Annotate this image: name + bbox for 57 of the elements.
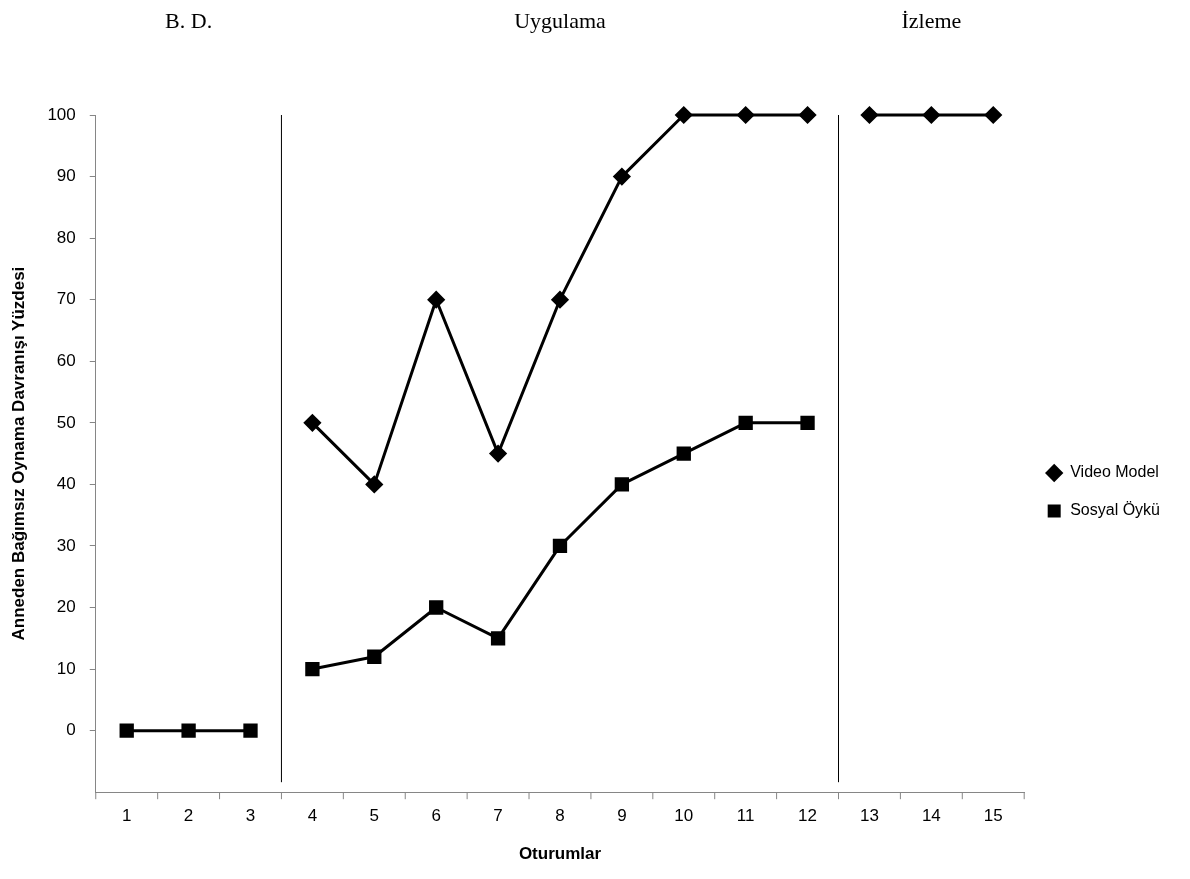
x-tick-label: 11 [736, 806, 755, 826]
point [119, 723, 134, 738]
x-tick-label: 9 [617, 806, 627, 826]
point [552, 538, 568, 554]
y-tick-label: 90 [56, 166, 76, 186]
y-tick-label: 50 [56, 412, 76, 432]
point [737, 106, 755, 124]
x-tick-label: 1 [121, 806, 132, 826]
x-tick-label: 3 [245, 806, 256, 826]
point [367, 649, 382, 664]
point [922, 106, 940, 124]
point [303, 414, 321, 432]
x-tick-label: 10 [674, 806, 694, 826]
x-tick-label: 6 [431, 806, 441, 826]
y-tick-label: 30 [56, 535, 76, 555]
y-tick-label: 100 [47, 104, 76, 124]
point [738, 415, 753, 430]
text: Uygulama [514, 7, 607, 33]
y-tick-label: 70 [56, 289, 76, 309]
point [613, 168, 631, 186]
x-tick-label: 12 [798, 806, 818, 826]
point [799, 106, 817, 124]
point [489, 445, 507, 463]
point [429, 600, 444, 615]
point [614, 477, 630, 492]
x-axis-title: Oturumlar [518, 844, 602, 864]
x-tick-label: 14 [921, 806, 941, 826]
x-tick-label: 8 [555, 806, 565, 826]
y-tick-label: 80 [56, 227, 76, 247]
point [676, 446, 691, 461]
legend-label: Sosyal Öykü [1070, 501, 1160, 519]
x-tick-label: 2 [183, 806, 194, 826]
point [800, 415, 815, 430]
y-tick-label: 10 [56, 658, 76, 678]
x-tick-label: 15 [983, 806, 1003, 826]
x-tick-label: 4 [307, 806, 318, 826]
point [427, 291, 445, 309]
y-tick-label: 0 [66, 720, 76, 740]
point [243, 723, 258, 738]
y-tick-label: 20 [56, 597, 76, 617]
point [551, 291, 569, 309]
point [675, 106, 693, 124]
point [365, 475, 383, 493]
y-tick-label: 40 [56, 474, 76, 494]
x-tick-label: 7 [493, 806, 503, 826]
x-tick-label: 5 [369, 806, 380, 826]
point [181, 723, 196, 738]
legend-label: Video Model [1070, 463, 1159, 481]
point [305, 661, 320, 677]
text: İzleme [901, 7, 962, 33]
point [860, 106, 878, 124]
y-tick-label: 60 [56, 350, 76, 370]
text: B. D. [165, 7, 213, 33]
y-axis-title: Anneden Bağımsız Oynama Davranışı Yüzdesi [8, 266, 28, 641]
point [490, 631, 506, 646]
point [984, 106, 1002, 124]
x-tick-label: 13 [859, 806, 879, 826]
